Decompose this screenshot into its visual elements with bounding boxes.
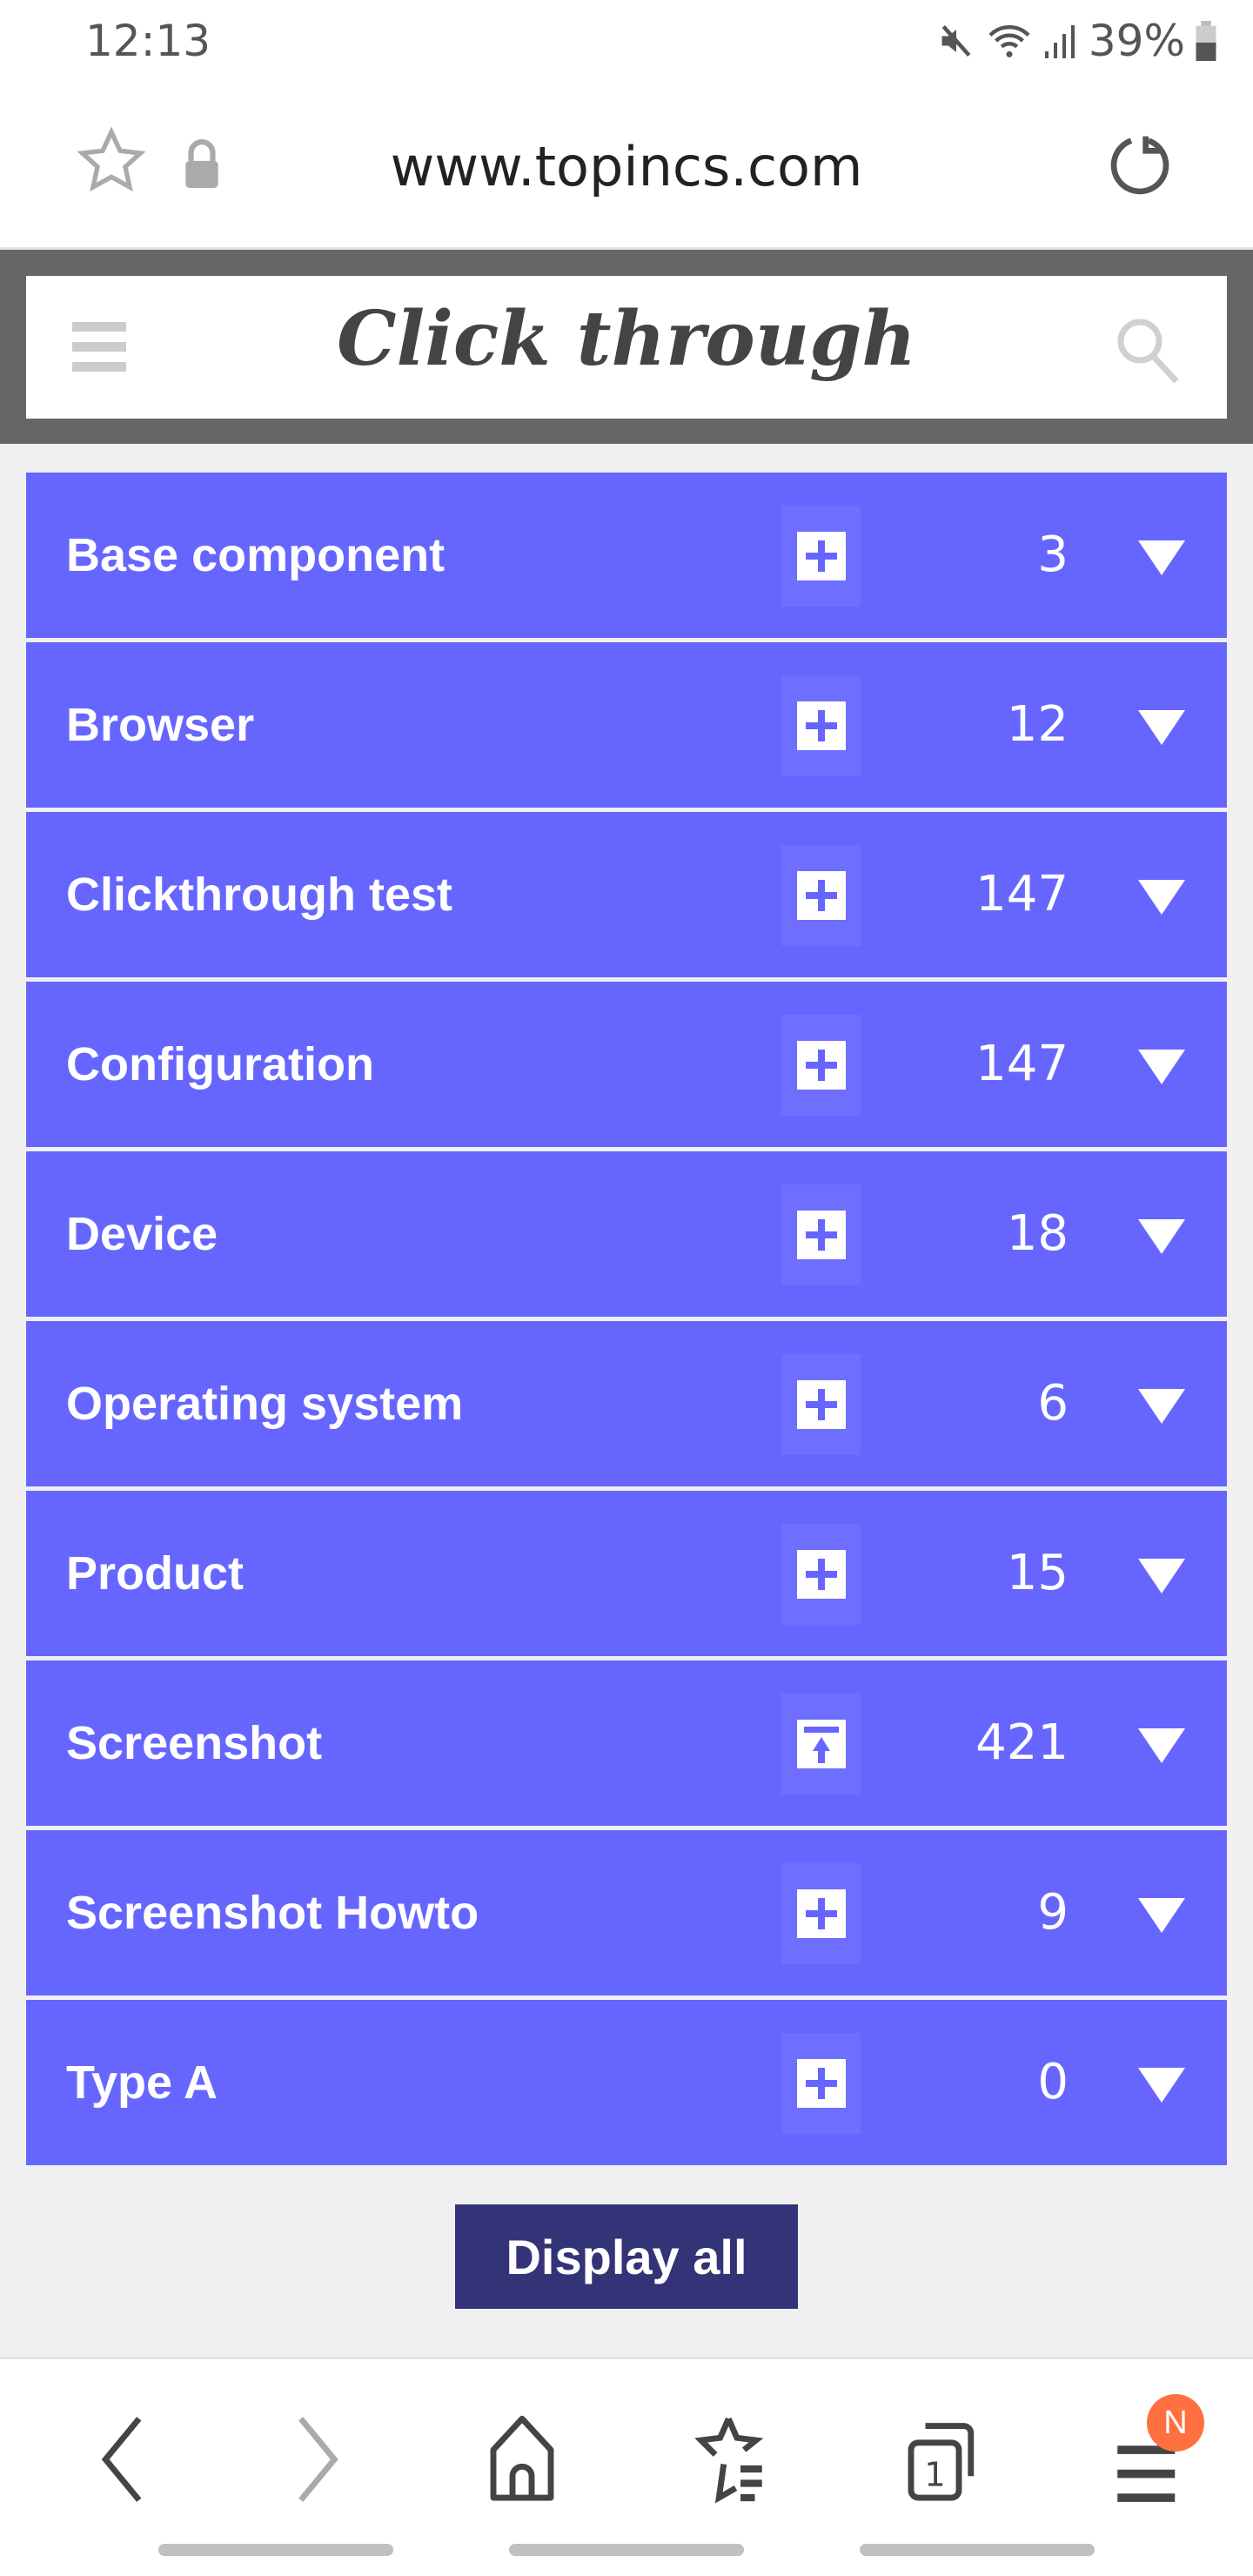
category-count: 3 <box>1037 527 1069 583</box>
add-button[interactable] <box>781 1354 861 1455</box>
add-button[interactable] <box>781 506 861 607</box>
category-count: 6 <box>1037 1375 1069 1432</box>
expand-triangle-icon[interactable] <box>1138 2068 1185 2103</box>
bookmark-star-icon[interactable] <box>77 126 146 196</box>
plus-icon <box>796 871 846 920</box>
battery-icon <box>1196 21 1216 61</box>
plus-icon <box>796 1211 846 1259</box>
add-button[interactable] <box>781 1015 861 1116</box>
category-label[interactable]: Type A <box>66 2056 218 2109</box>
category-label[interactable]: Browser <box>66 699 255 751</box>
add-button[interactable] <box>781 2033 861 2134</box>
url-text[interactable]: www.topincs.com <box>390 135 863 198</box>
category-row[interactable]: Browser 12 <box>26 642 1227 808</box>
wifi-icon <box>988 25 1030 57</box>
gesture-bar <box>158 2544 393 2556</box>
category-label[interactable]: Configuration <box>66 1038 374 1090</box>
hamburger-menu-icon[interactable] <box>72 322 126 372</box>
home-icon[interactable] <box>483 2412 561 2507</box>
plus-icon <box>796 701 846 750</box>
category-row[interactable]: Device 18 <box>26 1151 1227 1317</box>
category-count: 12 <box>1006 696 1069 753</box>
add-button[interactable] <box>781 675 861 776</box>
expand-triangle-icon[interactable] <box>1138 1219 1185 1254</box>
category-row[interactable]: Clickthrough test 147 <box>26 812 1227 977</box>
category-label[interactable]: Operating system <box>66 1378 464 1430</box>
category-count: 147 <box>975 866 1069 922</box>
back-icon[interactable] <box>78 2412 157 2507</box>
bookmarks-icon[interactable] <box>692 2412 770 2507</box>
browser-url-bar: www.topincs.com <box>0 83 1253 250</box>
category-count: 18 <box>1006 1205 1069 1262</box>
mute-icon <box>941 24 971 57</box>
plus-icon <box>796 1380 846 1429</box>
category-label[interactable]: Screenshot <box>66 1717 323 1769</box>
add-button[interactable] <box>781 845 861 946</box>
status-time: 12:13 <box>85 16 211 66</box>
plus-icon <box>796 1041 846 1090</box>
expand-triangle-icon[interactable] <box>1138 1559 1185 1593</box>
category-label[interactable]: Product <box>66 1547 245 1600</box>
reload-icon[interactable] <box>1105 131 1175 200</box>
site-header: Click through <box>0 250 1253 444</box>
plus-icon <box>796 532 846 580</box>
add-button[interactable] <box>781 1524 861 1625</box>
expand-triangle-icon[interactable] <box>1138 880 1185 915</box>
page-title: Click through <box>337 295 916 383</box>
add-button[interactable] <box>781 1184 861 1285</box>
category-row[interactable]: Configuration 147 <box>26 982 1227 1147</box>
upload-icon <box>796 1720 846 1768</box>
expand-triangle-icon[interactable] <box>1138 1898 1185 1933</box>
header-box: Click through <box>26 276 1227 419</box>
browser-bottom-nav: 1 N <box>0 2357 1253 2576</box>
lock-icon <box>185 139 218 188</box>
category-count: 9 <box>1037 1884 1069 1941</box>
battery-percent: 39% <box>1088 16 1185 66</box>
add-button[interactable] <box>781 1863 861 1964</box>
category-row[interactable]: Screenshot Howto 9 <box>26 1830 1227 1996</box>
plus-icon <box>796 1889 846 1938</box>
expand-triangle-icon[interactable] <box>1138 1728 1185 1763</box>
menu-badge: N <box>1147 2394 1204 2452</box>
category-count: 15 <box>1006 1545 1069 1601</box>
forward-icon[interactable] <box>278 2412 357 2507</box>
expand-triangle-icon[interactable] <box>1138 710 1185 745</box>
category-label[interactable]: Screenshot Howto <box>66 1887 479 1939</box>
category-row[interactable]: Type A 0 <box>26 2000 1227 2165</box>
category-count: 0 <box>1037 2054 1069 2110</box>
search-icon[interactable] <box>1114 315 1183 385</box>
upload-button[interactable] <box>781 1694 861 1794</box>
plus-icon <box>796 2059 846 2108</box>
gesture-bar <box>860 2544 1095 2556</box>
category-row[interactable]: Product 15 <box>26 1491 1227 1656</box>
signal-icon <box>1044 25 1075 58</box>
svg-text:1: 1 <box>924 2455 946 2494</box>
category-label[interactable]: Clickthrough test <box>66 869 453 921</box>
category-count: 421 <box>975 1714 1069 1771</box>
status-bar: 12:13 39% <box>0 0 1253 83</box>
category-label[interactable]: Device <box>66 1208 218 1260</box>
category-row[interactable]: Base component 3 <box>26 473 1227 638</box>
display-all-button[interactable]: Display all <box>455 2204 798 2309</box>
plus-icon <box>796 1550 846 1599</box>
category-row[interactable]: Operating system 6 <box>26 1321 1227 1486</box>
category-row[interactable]: Screenshot 421 <box>26 1660 1227 1826</box>
expand-triangle-icon[interactable] <box>1138 1050 1185 1084</box>
expand-triangle-icon[interactable] <box>1138 540 1185 575</box>
expand-triangle-icon[interactable] <box>1138 1389 1185 1424</box>
gesture-bar <box>509 2544 744 2556</box>
status-icons: 39% <box>937 16 1216 66</box>
category-label[interactable]: Base component <box>66 529 446 581</box>
tabs-icon[interactable]: 1 <box>901 2412 979 2507</box>
category-count: 147 <box>975 1036 1069 1092</box>
